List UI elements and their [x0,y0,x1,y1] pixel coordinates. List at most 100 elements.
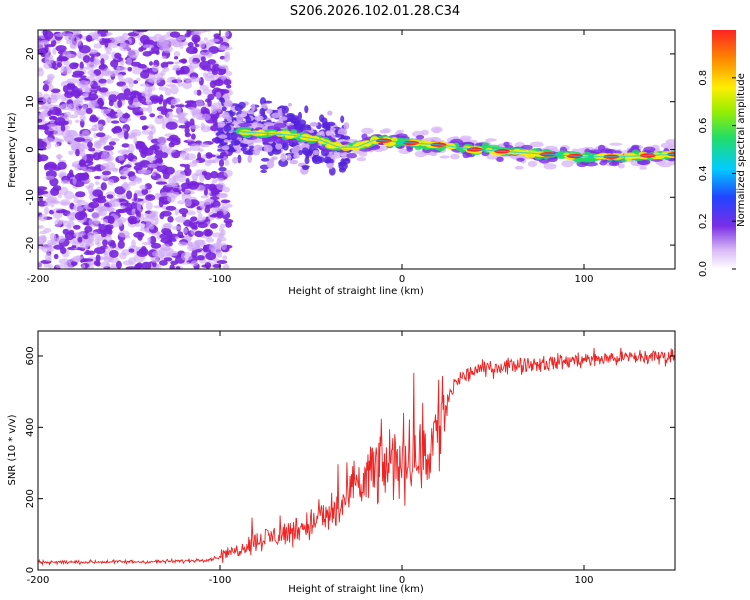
spectrogram-cell [221,145,230,151]
snr-ytick-label: 600 [25,346,36,365]
spectrogram-cell [122,167,130,175]
spectrogram-cell [259,108,266,116]
spectrogram-cell [64,33,75,42]
spectrogram-cell [322,121,330,130]
spectrogram-cell [266,108,273,114]
spectrogram-cell [60,246,67,255]
spectrogram-cell [223,170,233,178]
spectrogram-cell [62,228,70,235]
spectrogram-cell [50,187,60,196]
spectrogram-cell [55,108,62,117]
spectrogram-cell [165,83,177,88]
spectrogram-cell [102,170,111,176]
spectrogram-cell [45,161,57,171]
spectrogram-cell [79,244,89,249]
spectrogram-cell [55,264,66,269]
spectrogram-cell [599,160,607,166]
spectrogram-cell [222,111,230,120]
spectrogram-cell [38,91,43,97]
spectrogram-cell [59,31,66,36]
spectrogram-cell [46,123,58,132]
spectrogram-cell [93,59,102,64]
spectrogram-cell [174,61,181,65]
spectrogram-cell [73,199,83,204]
spectrogram-cell [121,143,130,148]
spectrogram-cell [137,64,147,69]
spectrogram-cell [302,147,309,154]
spectrogram-cell [219,223,226,229]
spectrogram-cell [221,106,227,112]
spectrogram-cell [196,255,205,261]
spectrogram-cell [85,107,93,115]
spectrogram-cell [340,158,346,166]
spectrogram-cell [185,198,192,207]
spectrogram-cell [109,37,119,41]
colorbar-tick-label: 0.6 [698,118,709,134]
spectrogram-cell [406,146,414,152]
spectrogram-cell [162,230,173,236]
spectrogram-cell [180,182,192,190]
spectrogram-cell [172,67,181,71]
snr-xtick-label: -200 [27,575,50,586]
spectrogram-cell [68,169,74,177]
spectrogram-cell [216,251,223,258]
spectrogram-cell [81,129,90,139]
spectrogram-cell [108,99,114,107]
spectrogram-cell [141,130,153,135]
spectrogram-cell [333,155,341,159]
spectrogram-cell [250,123,264,129]
spectrogram-cell [134,177,143,184]
spectrogram-cell [131,208,137,217]
spectrogram-cell [301,124,311,129]
spectrogram-cell [134,112,144,116]
spectrogram-cell [133,136,138,145]
spectrogram-cell [139,115,147,121]
spectrogram-cell [141,169,152,174]
spectrogram-cell [42,83,50,92]
spectrogram-cell [100,261,110,268]
spectrogram-cell [38,140,45,148]
spectrogram-cell [50,94,58,99]
spectrogram-cell [38,67,44,72]
spectrogram-cell [184,100,197,104]
spectrogram-cell [88,201,100,209]
spectrogram-cell [60,68,72,75]
colorbar-tick-label: 0.4 [698,165,709,181]
spectrogram-cell [263,144,273,153]
spectrogram-cell [100,153,112,162]
spectrogram-cell [356,157,367,162]
spectrogram-cell [529,141,544,148]
snr-ylabel: SNR (10 * v/v) [7,414,18,485]
spectrogram-cell [312,150,320,156]
spectrogram-cell [159,260,168,266]
spectrogram-cell [42,98,47,103]
spectrogram-cell [85,84,90,92]
spectrogram-cell [106,194,114,199]
spectrogram-cell [128,181,137,186]
spectrogram-cell [334,134,344,138]
spectrogram-cell [110,138,120,142]
spectrogram-cell [106,79,111,84]
spectrogram-cell [184,164,191,169]
spectrogram-cell [289,159,299,165]
spectrogram-cell [74,110,86,116]
spectrogram-cell [57,235,66,243]
spectrogram-cell [297,111,302,121]
spectrogram-cell [151,64,159,72]
spectrogram-cell [84,201,89,208]
spectrogram-cell [62,85,69,93]
spectrogram-cell [50,88,61,94]
spectrogram-cell [195,249,202,253]
spectrogram-cell [141,261,152,269]
spectrogram-cell [218,159,225,168]
spectrogram-cell [395,133,408,139]
spectrogram-cell [38,112,48,117]
spectrogram-cell [112,168,119,173]
spectrogram-cell [199,84,209,91]
spectrogram-cell [96,33,101,37]
spectrogram-cell [220,151,227,156]
snr-ytick-label: 0 [25,567,36,573]
spectrogram-cell [216,182,226,191]
spectrogram-cell [103,145,115,151]
